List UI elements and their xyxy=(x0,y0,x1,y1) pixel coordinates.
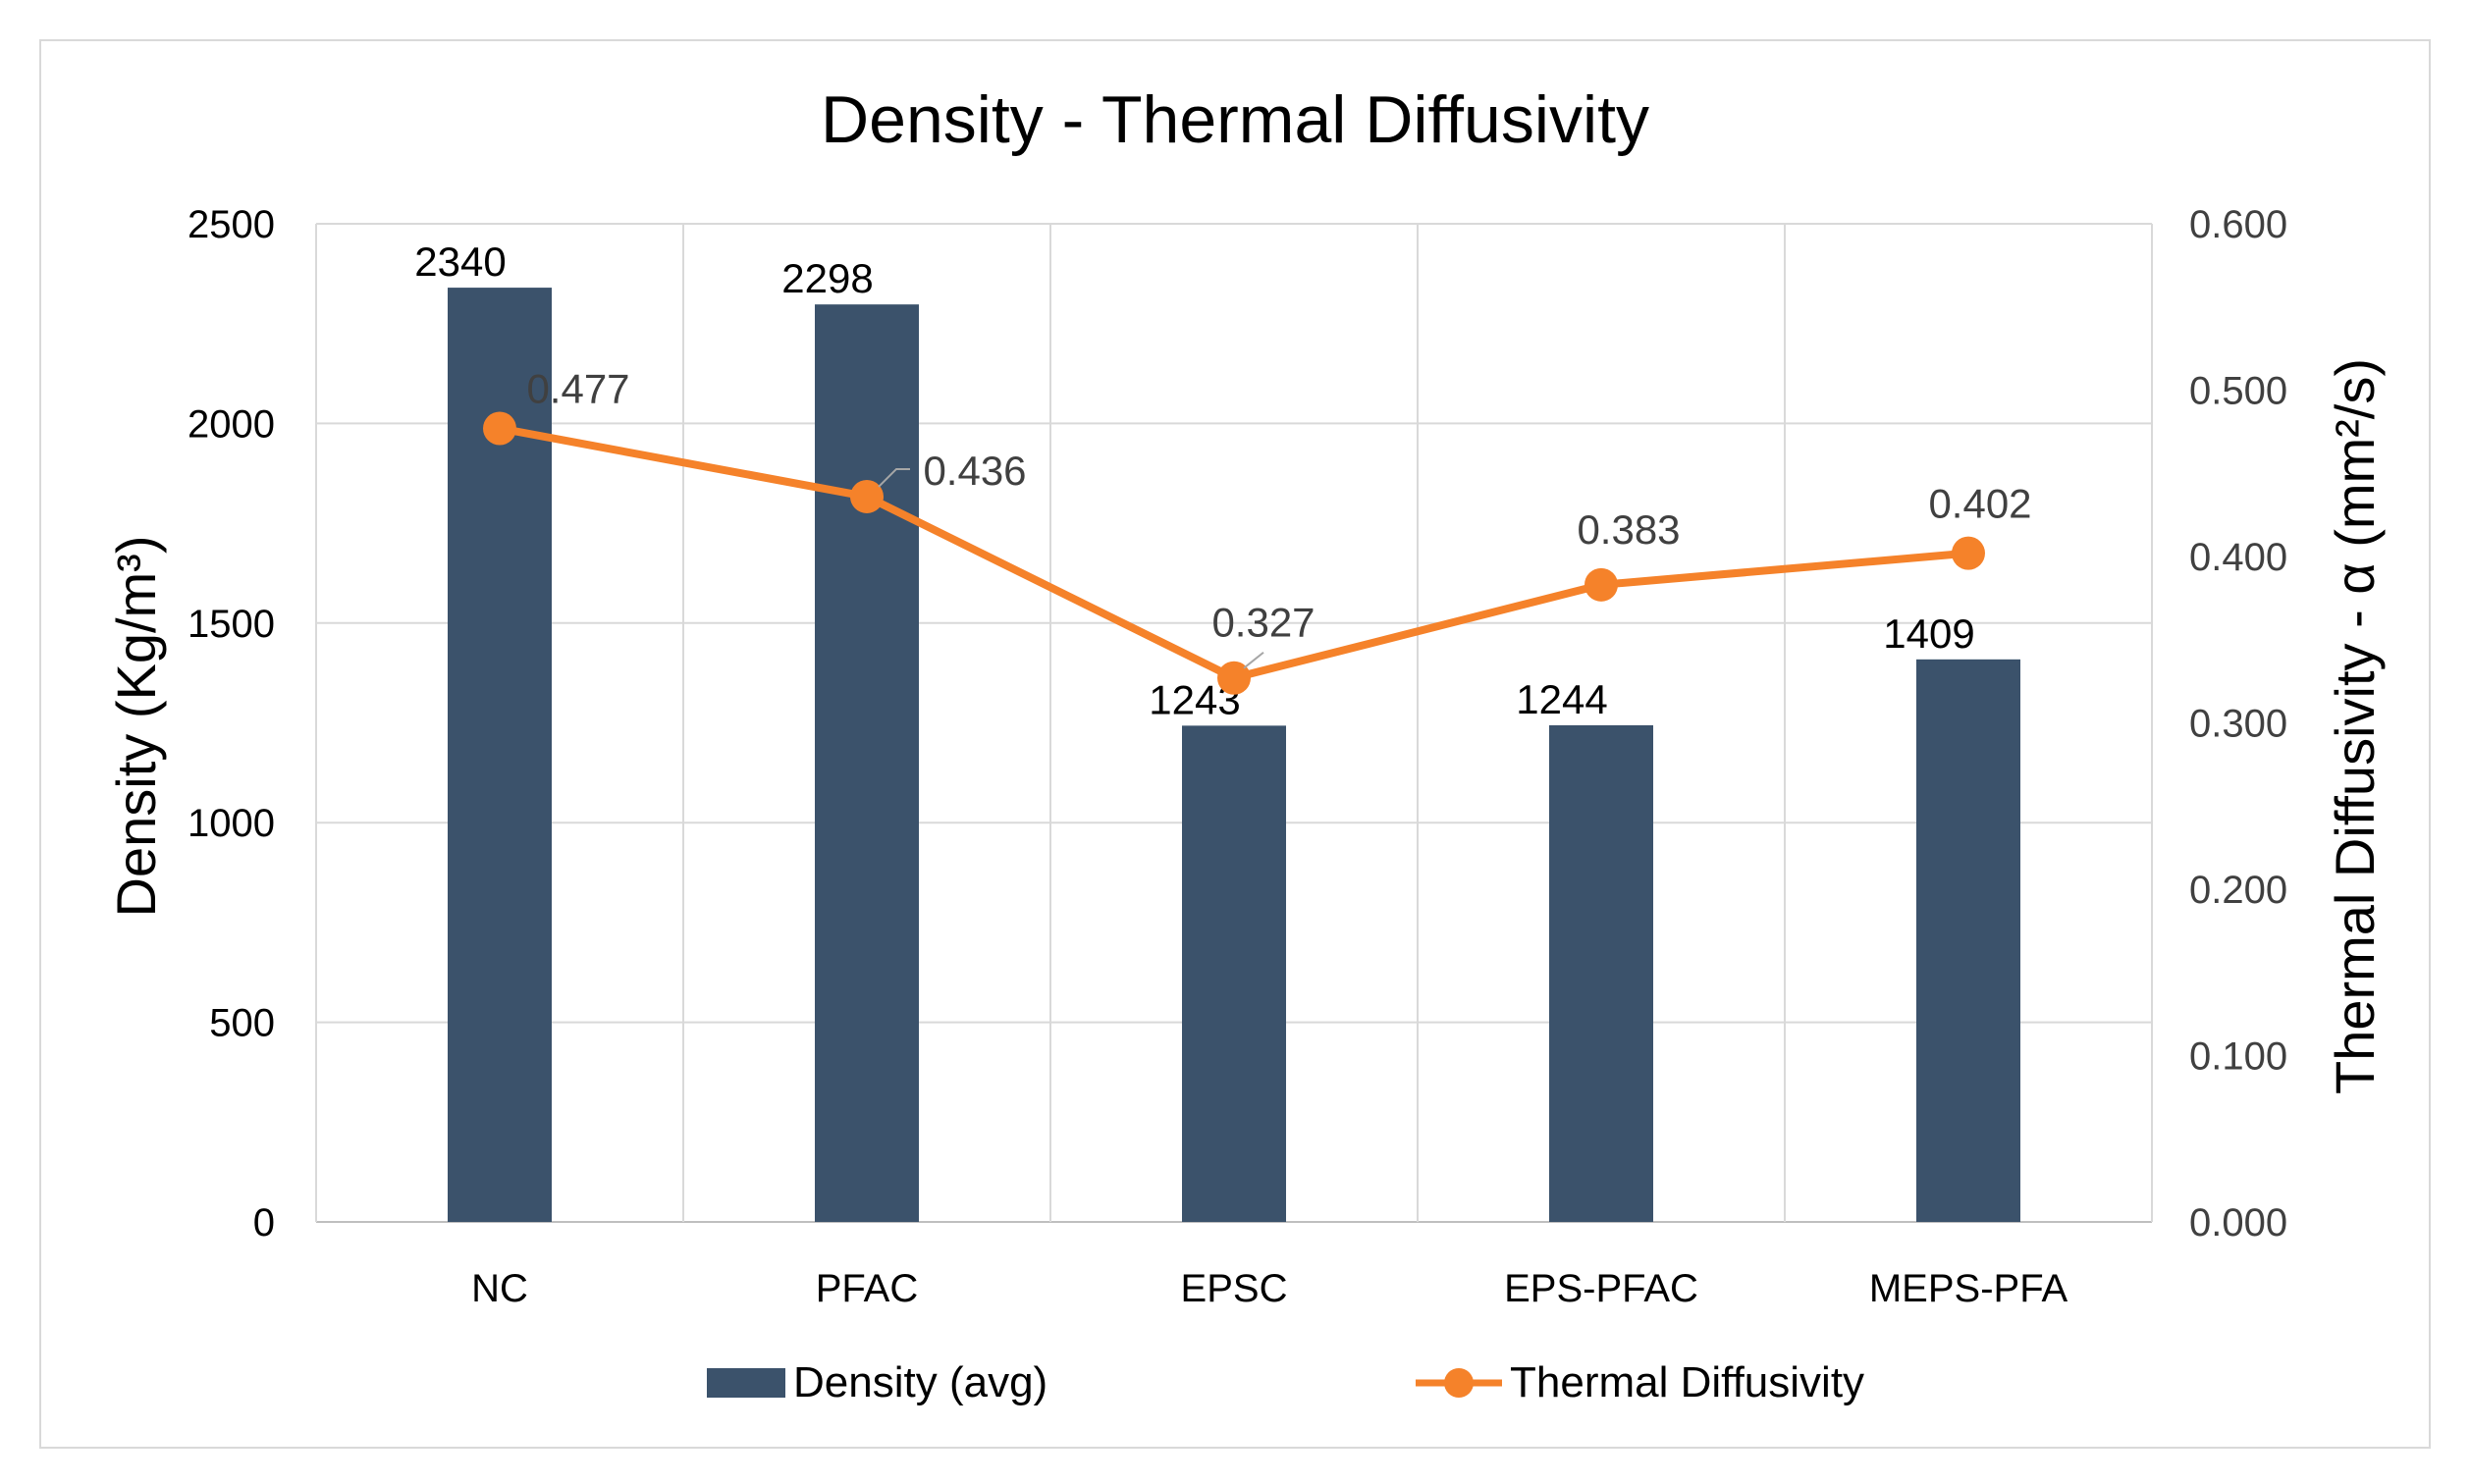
y-axis-right-tick-label: 0.100 xyxy=(2189,1035,2287,1079)
y-axis-left-tick-label: 2000 xyxy=(188,402,275,446)
y-axis-left-tick-label: 2500 xyxy=(188,203,275,246)
y-axis-left-label: Density (Kg/m³) xyxy=(105,536,167,918)
line-data-label: 0.327 xyxy=(1211,600,1315,646)
y-axis-left-tick-label: 1000 xyxy=(188,802,275,845)
y-axis-right-tick-label: 0.000 xyxy=(2189,1201,2287,1245)
y-axis-right-tick-label: 0.400 xyxy=(2189,536,2287,579)
line-marker xyxy=(1584,567,1618,602)
line-marker xyxy=(850,479,884,513)
y-axis-left-tick-label: 500 xyxy=(209,1002,275,1045)
x-axis-tick-label: PFAC xyxy=(816,1267,918,1310)
y-axis-right-tick-label: 0.300 xyxy=(2189,703,2287,746)
y-axis-right-tick-label: 0.600 xyxy=(2189,203,2287,246)
y-axis-right-tick-label: 0.500 xyxy=(2189,370,2287,413)
legend-diffusivity-swatch-marker xyxy=(1444,1368,1474,1398)
chart-title: Density - Thermal Diffusivity xyxy=(821,82,1649,157)
y-axis-left-ticks: 0 500 1000 1500 2000 2500 xyxy=(188,203,275,1245)
y-axis-left-tick-label: 0 xyxy=(253,1201,275,1245)
data-label-leader-line xyxy=(1243,651,1264,669)
bar-data-label: 2298 xyxy=(781,255,873,301)
y-axis-right-ticks: 0.000 0.100 0.200 0.300 0.400 0.500 0.600 xyxy=(2189,203,2287,1245)
x-axis-tick-label: NC xyxy=(471,1267,528,1310)
bar-density xyxy=(1182,725,1286,1222)
bar-density xyxy=(1916,659,2020,1222)
bar-density xyxy=(1549,724,1653,1222)
line-data-label: 0.477 xyxy=(526,365,629,411)
x-axis-tick-label: EPSC xyxy=(1181,1267,1288,1310)
bar-data-label: 1244 xyxy=(1516,676,1607,722)
legend-diffusivity-label: Thermal Diffusivity xyxy=(1510,1358,1864,1406)
line-series: 0.477 0.436 0.327 0.383 0.402 xyxy=(483,365,2032,695)
y-axis-right-label: Thermal Diffusivity - α (mm²/s) xyxy=(2324,358,2386,1094)
line-marker xyxy=(483,411,516,446)
legend-density-swatch xyxy=(707,1368,785,1398)
x-axis-tick-label: MEPS-PFA xyxy=(1869,1267,2068,1310)
bar-data-label: 2340 xyxy=(414,238,506,285)
legend-density-label: Density (avg) xyxy=(793,1358,1047,1406)
bar-density xyxy=(815,304,919,1223)
line-marker xyxy=(1217,661,1251,695)
legend: Density (avg) Thermal Diffusivity xyxy=(707,1358,1864,1406)
line-data-label: 0.436 xyxy=(923,448,1026,494)
line-data-label: 0.383 xyxy=(1577,506,1680,553)
data-label-leader-line xyxy=(878,467,910,488)
line-marker xyxy=(1952,536,1985,570)
x-axis-tick-label: EPS-PFAC xyxy=(1504,1267,1698,1310)
line-data-label: 0.402 xyxy=(1928,481,2031,527)
bar-data-label: 1409 xyxy=(1883,610,1974,657)
x-axis-ticks: NC PFAC EPSC EPS-PFAC MEPS-PFA xyxy=(471,1267,2067,1310)
y-axis-left-tick-label: 1500 xyxy=(188,603,275,646)
y-axis-right-tick-label: 0.200 xyxy=(2189,869,2287,912)
gridlines xyxy=(315,223,2153,1223)
